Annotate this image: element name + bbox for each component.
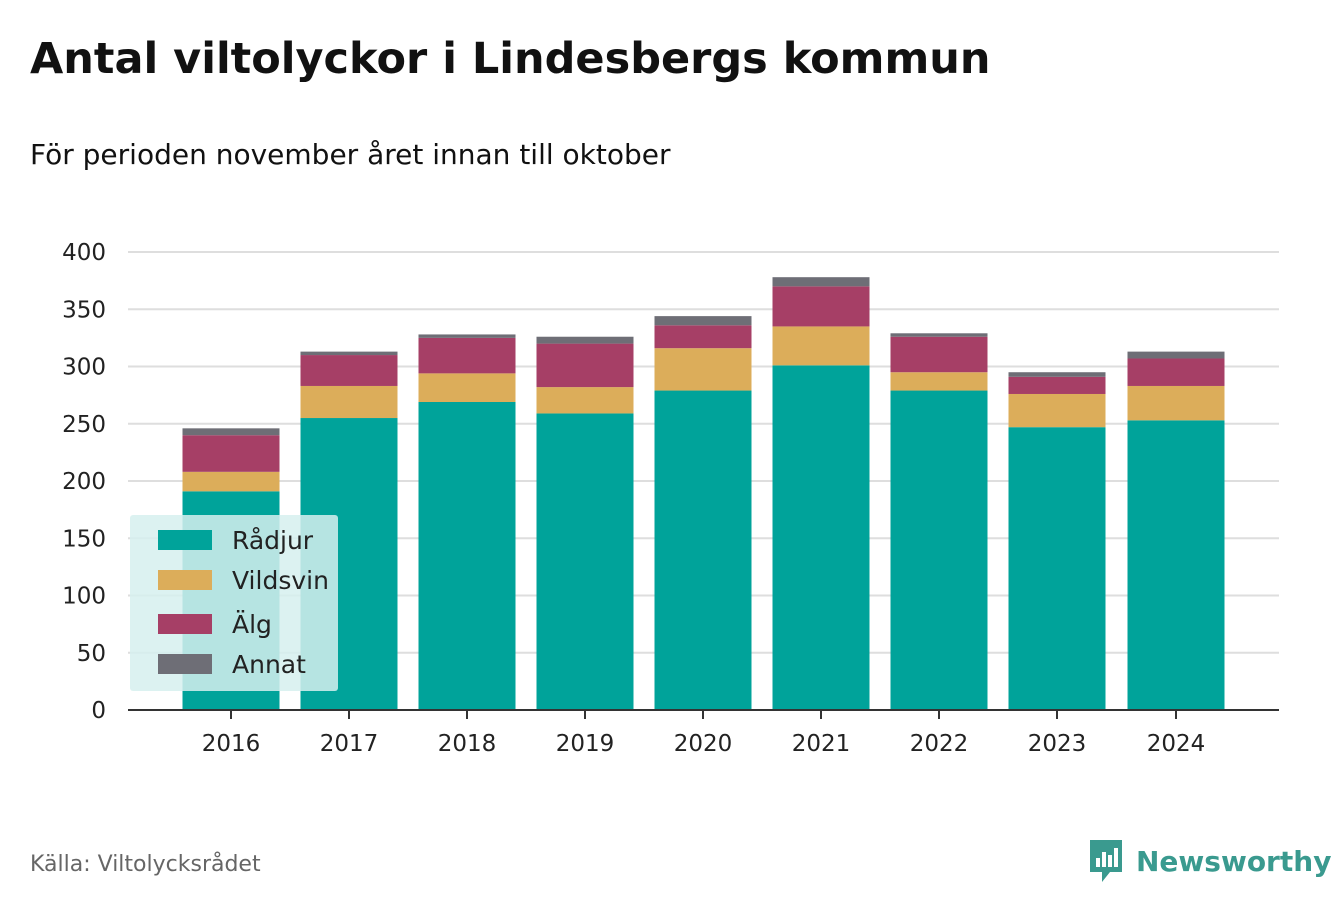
- bar-2023-vildsvin: [1008, 393, 1106, 428]
- bar-2022-älg: [890, 336, 988, 373]
- bar-2021-älg: [772, 286, 870, 327]
- legend-label: Vildsvin: [232, 565, 329, 595]
- bar-2019-rådjur: [536, 413, 634, 710]
- y-tick-label: 150: [62, 526, 106, 552]
- bar-2020-älg: [654, 325, 752, 349]
- bar-2024-annat: [1127, 351, 1225, 359]
- y-tick-label: 100: [62, 584, 106, 610]
- y-tick-label: 0: [91, 698, 106, 724]
- bar-2020-rådjur: [654, 390, 752, 710]
- bar-2022-vildsvin: [890, 372, 988, 391]
- bar-2017-annat: [300, 351, 398, 356]
- bar-2023-annat: [1008, 372, 1106, 377]
- x-tick-label: 2022: [910, 731, 969, 757]
- brand-name: Newsworthy: [1136, 844, 1332, 878]
- chart-subtitle: För perioden november året innan till ok…: [30, 138, 671, 171]
- legend-item-vildsvin: Vildsvin: [158, 565, 329, 595]
- bar-2022-annat: [890, 333, 988, 337]
- x-tick-label: 2023: [1028, 731, 1087, 757]
- y-tick-label: 50: [77, 641, 106, 667]
- bar-2022-rådjur: [890, 390, 988, 710]
- x-tick-label: 2024: [1147, 731, 1206, 757]
- y-tick-label: 350: [62, 297, 106, 323]
- x-tick-label: 2018: [438, 731, 497, 757]
- bar-2018-rådjur: [418, 401, 516, 710]
- x-tick-label: 2017: [320, 731, 379, 757]
- newsworthy-bar-chart-icon: [1090, 840, 1122, 882]
- legend-swatch: [158, 530, 212, 550]
- y-tick-labels: 0 50 100 150 200 250 300 350 400: [62, 240, 106, 724]
- bar-2017-vildsvin: [300, 385, 398, 419]
- bars: [182, 277, 1225, 710]
- legend: Rådjur Vildsvin Älg Annat: [130, 515, 338, 691]
- chart-title: Antal viltolyckor i Lindesbergs kommun: [30, 34, 991, 84]
- bar-2018-vildsvin: [418, 373, 516, 402]
- bar-2024-rådjur: [1127, 420, 1225, 710]
- legend-item-älg: Älg: [158, 609, 272, 639]
- bar-2016-vildsvin: [182, 471, 280, 492]
- bar-2021-annat: [772, 277, 870, 287]
- legend-swatch: [158, 570, 212, 590]
- y-tick-label: 300: [62, 355, 106, 381]
- legend-label: Älg: [232, 609, 272, 639]
- legend-item-annat: Annat: [158, 649, 306, 679]
- bar-2019-annat: [536, 336, 634, 344]
- bar-2023-älg: [1008, 376, 1106, 394]
- x-tick-labels: 2016 2017 2018 2019 2020 2021 2022 2023 2024: [202, 731, 1206, 757]
- bar-2024-älg: [1127, 358, 1225, 386]
- x-tick-label: 2021: [792, 731, 851, 757]
- bar-2023-rådjur: [1008, 427, 1106, 710]
- legend-label: Annat: [232, 649, 306, 679]
- legend-swatch: [158, 654, 212, 674]
- bar-2018-annat: [418, 334, 516, 338]
- x-tick-label: 2020: [674, 731, 733, 757]
- legend-item-rådjur: Rådjur: [158, 525, 313, 555]
- y-tick-label: 400: [62, 240, 106, 266]
- bar-2020-vildsvin: [654, 348, 752, 391]
- bar-2016-annat: [182, 428, 280, 436]
- legend-swatch: [158, 614, 212, 634]
- source-note: Källa: Viltolycksrådet: [30, 852, 261, 877]
- bar-2020-annat: [654, 316, 752, 326]
- x-axis: [128, 709, 1279, 719]
- legend-label: Rådjur: [232, 525, 314, 555]
- bar-2016-älg: [182, 435, 280, 472]
- bar-2021-rådjur: [772, 365, 870, 710]
- bar-2019-älg: [536, 343, 634, 388]
- y-tick-label: 200: [62, 469, 106, 495]
- bar-2024-vildsvin: [1127, 385, 1225, 421]
- y-tick-label: 250: [62, 412, 106, 438]
- brand: Newsworthy: [1088, 838, 1331, 884]
- bar-2019-vildsvin: [536, 387, 634, 414]
- bar-2021-vildsvin: [772, 326, 870, 366]
- bar-2017-älg: [300, 355, 398, 386]
- bar-2018-älg: [418, 337, 516, 374]
- x-tick-label: 2019: [556, 731, 615, 757]
- x-tick-label: 2016: [202, 731, 261, 757]
